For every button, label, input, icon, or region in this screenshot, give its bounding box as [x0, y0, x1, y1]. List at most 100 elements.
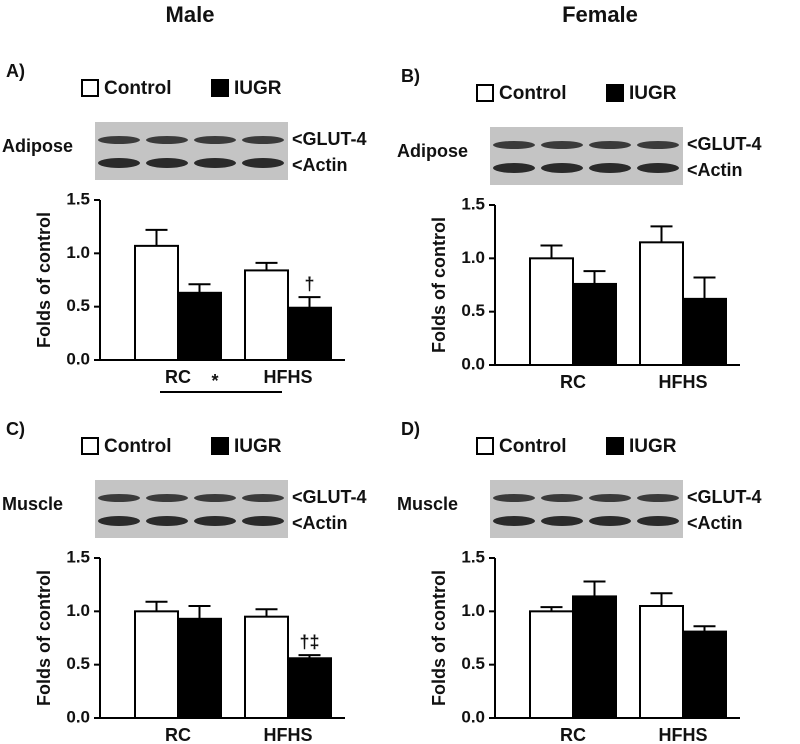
blot	[95, 480, 288, 538]
legend-label: IUGR	[629, 436, 677, 457]
band-label: <Actin	[292, 513, 348, 533]
y-axis-label: Folds of control	[429, 570, 449, 706]
y-tick-label: 1.0	[66, 243, 90, 262]
blot	[490, 127, 683, 185]
x-tick-label: HFHS	[659, 725, 708, 744]
significance-mark: †‡	[299, 632, 319, 652]
legend-label: IUGR	[234, 78, 282, 99]
legend-swatch	[81, 437, 99, 455]
blot-band	[541, 494, 583, 502]
blot-band	[98, 136, 140, 144]
blot-band	[242, 136, 284, 144]
blot-band	[493, 163, 535, 173]
blot-band	[194, 494, 236, 502]
bar	[572, 595, 617, 719]
legend-label: Control	[104, 78, 172, 99]
panel-label: D)	[401, 419, 420, 439]
blot-band	[146, 516, 188, 526]
legend-swatch	[476, 437, 494, 455]
y-tick-label: 0.0	[461, 354, 485, 373]
blot-band	[98, 158, 140, 168]
blot	[490, 480, 683, 538]
y-tick-label: 1.5	[66, 547, 90, 566]
bar	[529, 610, 574, 719]
y-tick-label: 0.5	[461, 301, 485, 320]
y-tick-label: 0.5	[66, 296, 90, 315]
blot-band	[242, 516, 284, 526]
x-tick-label: RC	[165, 367, 191, 387]
blot-band	[589, 516, 631, 526]
tissue-label: Muscle	[2, 494, 63, 514]
panel-label: C)	[6, 419, 25, 439]
y-tick-label: 1.5	[66, 189, 90, 208]
bar	[572, 282, 617, 366]
y-axis-label: Folds of control	[429, 217, 449, 353]
legend-label: Control	[499, 436, 567, 457]
bar	[177, 291, 222, 361]
blot-band	[194, 136, 236, 144]
bar	[682, 297, 727, 366]
bar	[287, 306, 332, 362]
legend-label: IUGR	[629, 83, 677, 104]
band-label: <GLUT-4	[292, 487, 367, 507]
y-tick-label: 1.0	[461, 248, 485, 267]
legend-swatch	[211, 437, 229, 455]
legend-swatch	[81, 79, 99, 97]
panel-label: B)	[401, 66, 420, 86]
column-title: Male	[166, 2, 215, 27]
blot-band	[146, 158, 188, 168]
comparison-label: *	[211, 371, 218, 391]
y-tick-label: 1.0	[66, 601, 90, 620]
bar	[287, 657, 332, 719]
blot-band	[242, 494, 284, 502]
panel: A) Control IUGR Adipose <GLUT-4 <Actin 0.0 0.5 1…	[2, 61, 367, 393]
y-axis-label: Folds of control	[34, 570, 54, 706]
bar	[639, 241, 684, 366]
panel: D) Control IUGR Muscle <GLUT-4 <Actin 0.0 0.5 1.…	[397, 419, 762, 744]
legend-swatch	[606, 84, 624, 102]
y-tick-label: 0.5	[66, 654, 90, 673]
legend-swatch	[211, 79, 229, 97]
blot-band	[194, 158, 236, 168]
blot-band	[98, 516, 140, 526]
blot-band	[242, 158, 284, 168]
tissue-label: Adipose	[397, 141, 468, 161]
y-tick-label: 1.0	[461, 601, 485, 620]
tissue-label: Muscle	[397, 494, 458, 514]
x-tick-label: HFHS	[264, 725, 313, 744]
y-tick-label: 0.0	[66, 707, 90, 726]
legend-label: Control	[499, 83, 567, 104]
blot-band	[146, 136, 188, 144]
blot-band	[589, 163, 631, 173]
blot-band	[146, 494, 188, 502]
bar	[529, 257, 574, 366]
x-tick-label: RC	[560, 725, 586, 744]
bar	[682, 630, 727, 720]
blot-band	[637, 141, 679, 149]
blot-band	[637, 163, 679, 173]
blot-band	[589, 141, 631, 149]
bar	[244, 269, 289, 361]
bar	[244, 615, 289, 719]
legend-label: Control	[104, 436, 172, 457]
panel: B) Control IUGR Adipose <GLUT-4 <Actin 0.0 0.5 1…	[397, 66, 762, 392]
blot-band	[194, 516, 236, 526]
blot-band	[493, 516, 535, 526]
bar	[134, 610, 179, 719]
y-axis-label: Folds of control	[34, 212, 54, 348]
y-tick-label: 0.0	[66, 349, 90, 368]
band-label: <Actin	[292, 155, 348, 175]
band-label: <GLUT-4	[292, 129, 367, 149]
y-tick-label: 0.5	[461, 654, 485, 673]
bar	[639, 605, 684, 719]
bar	[134, 244, 179, 361]
y-tick-label: 1.5	[461, 547, 485, 566]
x-tick-label: HFHS	[659, 372, 708, 392]
y-tick-label: 0.0	[461, 707, 485, 726]
y-tick-label: 1.5	[461, 194, 485, 213]
band-label: <GLUT-4	[687, 134, 762, 154]
band-label: <Actin	[687, 160, 743, 180]
band-label: <Actin	[687, 513, 743, 533]
x-tick-label: HFHS	[264, 367, 313, 387]
